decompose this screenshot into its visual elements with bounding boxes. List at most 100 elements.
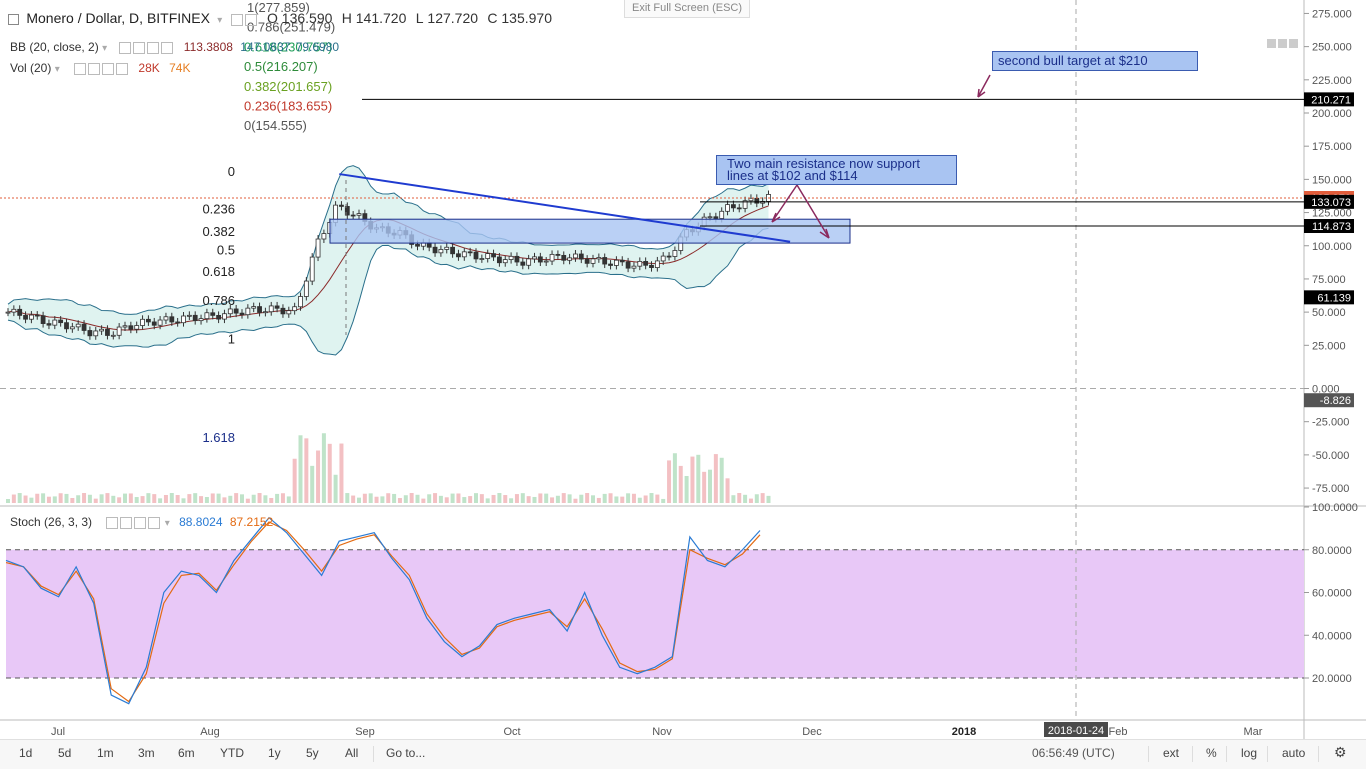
gear-icon[interactable]	[120, 516, 133, 529]
stoch-tick-label: 60.0000	[1312, 588, 1352, 600]
volume-bar	[327, 443, 332, 503]
gear-icon[interactable]	[244, 13, 257, 26]
candle-body	[292, 306, 298, 312]
eye-icon[interactable]	[119, 41, 132, 54]
range-3m[interactable]: 3m	[138, 746, 155, 760]
range-all[interactable]: All	[345, 746, 359, 760]
range-5d[interactable]: 5d	[58, 746, 72, 760]
range-5y[interactable]: 5y	[306, 746, 319, 760]
volume-bar	[357, 497, 361, 503]
volume-bar	[620, 496, 625, 503]
toggle-ext[interactable]: ext	[1163, 746, 1180, 760]
price-badge	[1304, 92, 1354, 107]
candle-body	[731, 204, 736, 209]
eye-icon[interactable]	[74, 62, 87, 75]
range-1y[interactable]: 1y	[268, 746, 281, 760]
volume-bar	[199, 496, 204, 503]
volume-bar	[497, 493, 502, 503]
fib-level-label: 0.5(216.207)	[244, 59, 318, 74]
plus-icon[interactable]	[134, 516, 147, 529]
volume-bar	[175, 495, 180, 503]
price-tick-label: -50.000	[1312, 450, 1349, 462]
collapse-icon[interactable]	[1289, 39, 1298, 48]
goto-button[interactable]: Go to...	[386, 746, 426, 760]
candle-body	[227, 308, 233, 315]
candle-body	[105, 328, 110, 336]
eye-icon[interactable]	[230, 13, 243, 26]
toggle-auto[interactable]: auto	[1282, 746, 1306, 760]
volume-bar	[456, 493, 461, 503]
annotation-bull-target[interactable]: second bull target at $210	[992, 51, 1198, 71]
annotation-support[interactable]: Two main resistance now support lines at…	[716, 155, 957, 185]
gear-icon[interactable]	[133, 41, 146, 54]
restore-icon[interactable]	[1267, 39, 1276, 48]
plus-icon[interactable]	[102, 62, 115, 75]
volume-bar	[76, 495, 81, 503]
volume-bar	[409, 493, 414, 503]
volume-bar	[257, 493, 262, 503]
exit-fullscreen-button[interactable]: Exit Full Screen (ESC)	[624, 0, 750, 18]
volume-bar	[479, 494, 484, 503]
price-tick-label: 25.000	[1312, 340, 1346, 352]
bb-label: BB (20, close, 2)	[10, 40, 99, 54]
close-icon[interactable]	[161, 41, 174, 54]
toggle-percent[interactable]: %	[1206, 746, 1217, 760]
candle-body	[637, 260, 643, 267]
volume-bar	[538, 493, 543, 503]
date-badge-label: 2018-01-24	[1048, 725, 1104, 737]
gear-icon[interactable]	[88, 62, 101, 75]
eye-icon[interactable]	[106, 516, 119, 529]
fib-ratio-label: 0	[228, 164, 235, 179]
stoch-label: Stoch (26, 3, 3)	[10, 515, 93, 529]
candle-body	[438, 249, 444, 254]
symbol-title: Monero / Dollar, D, BITFINEX	[26, 10, 210, 26]
maximize-icon[interactable]	[1278, 39, 1287, 48]
candle-body	[245, 307, 251, 316]
volume-bar	[245, 498, 250, 503]
collapse-icon[interactable]	[8, 14, 19, 26]
chevron-down-icon[interactable]: ▾	[217, 15, 223, 26]
chart-canvas[interactable]: 275.000250.000225.000200.000175.000150.0…	[0, 0, 1366, 739]
volume-bar	[345, 493, 350, 503]
toolbar-divider	[1192, 746, 1193, 762]
candle-body	[186, 314, 192, 317]
range-6m[interactable]: 6m	[178, 746, 195, 760]
volume-bar	[82, 493, 87, 503]
candle-body	[280, 307, 286, 315]
volume-bar	[304, 438, 309, 503]
candle-body	[719, 210, 725, 219]
toggle-log[interactable]: log	[1241, 746, 1258, 760]
range-ytd[interactable]: YTD	[220, 746, 244, 760]
volume-bar	[123, 493, 127, 503]
chevron-down-icon[interactable]: ▾	[54, 64, 60, 75]
bb-lower-line	[7, 227, 769, 356]
candle-body	[520, 261, 526, 266]
chevron-down-icon[interactable]: ▾	[164, 518, 170, 529]
candle-body	[643, 260, 649, 266]
price-tick-label: 125.000	[1312, 208, 1352, 220]
price-badge-label: 61.139	[1317, 292, 1351, 304]
range-1d[interactable]: 1d	[19, 746, 33, 760]
range-1m[interactable]: 1m	[97, 746, 114, 760]
close-icon[interactable]	[116, 62, 129, 75]
candle-body	[526, 258, 532, 266]
close-icon[interactable]	[148, 516, 161, 529]
volume-bar	[655, 494, 660, 503]
volume-bar	[368, 493, 373, 503]
volume-bar	[602, 493, 607, 503]
arrow-support	[771, 184, 830, 239]
plus-icon[interactable]	[147, 41, 160, 54]
volume-bar	[128, 493, 133, 503]
candle-body	[23, 315, 28, 320]
volume-bar	[550, 497, 555, 503]
chevron-down-icon[interactable]: ▾	[102, 43, 108, 54]
price-tick-label: 250.000	[1312, 42, 1352, 54]
price-badge-label: 210.271	[1311, 94, 1351, 106]
candle-body	[496, 256, 502, 264]
fib-ratio-label: 0.786	[202, 293, 235, 308]
gear-icon[interactable]: ⚙	[1334, 744, 1347, 760]
volume-bar	[11, 494, 16, 503]
candle-body	[134, 325, 140, 330]
volume-bar	[292, 458, 297, 503]
price-tick-label: -75.000	[1312, 483, 1349, 495]
